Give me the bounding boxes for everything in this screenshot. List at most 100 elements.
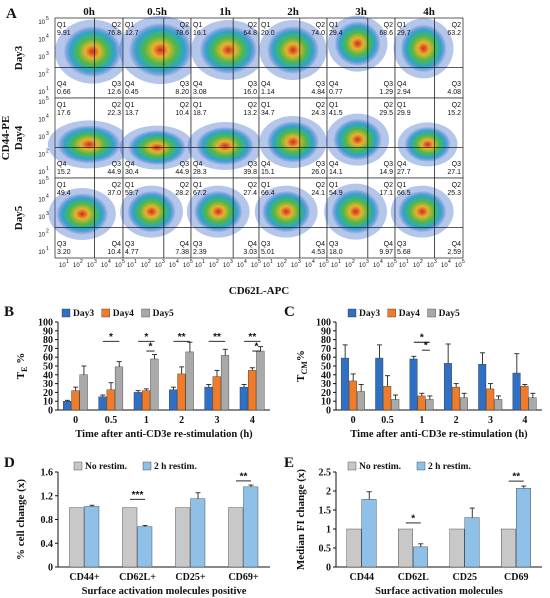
quadrant-value: 0.66 bbox=[57, 89, 71, 96]
x-tick-exponent: 1 bbox=[406, 259, 409, 265]
legend-swatch bbox=[61, 308, 71, 318]
y-tick-exponent: 3 bbox=[46, 51, 49, 57]
quadrant-name: Q1 bbox=[329, 102, 338, 109]
bar-day5-0 bbox=[79, 374, 88, 411]
quadrant-value: 15.2 bbox=[57, 169, 71, 176]
y-tick-label: 10 bbox=[38, 153, 45, 159]
bar-day4-3 bbox=[212, 376, 221, 411]
density-core bbox=[127, 190, 176, 233]
quadrant-name: Q1 bbox=[329, 182, 338, 189]
x-tick-label: 10 bbox=[115, 263, 122, 269]
density-core bbox=[333, 118, 382, 161]
quadrant-value: 16.1 bbox=[193, 30, 207, 37]
bar-day5-3 bbox=[494, 399, 503, 411]
y-tick-exponent: 1 bbox=[46, 86, 49, 92]
x-tick-label: 10 bbox=[183, 263, 190, 269]
quadrant-value: 17.6 bbox=[57, 110, 71, 117]
y-tick-label: 70 bbox=[321, 344, 331, 355]
bar-no-restim--cd69 bbox=[228, 507, 244, 568]
quadrant-name: Q1 bbox=[57, 102, 66, 109]
y-tick-label: 10 bbox=[38, 38, 45, 44]
y-tick-label: 10 bbox=[38, 198, 45, 204]
y-tick-label: 20 bbox=[43, 388, 53, 399]
x-tick-label: 2 bbox=[454, 415, 459, 426]
quadrant-name: Q4 bbox=[125, 81, 134, 88]
time-header: 4h bbox=[423, 6, 435, 18]
bar-day5-1 bbox=[150, 358, 159, 411]
quadrant-value: 59.7 bbox=[125, 190, 139, 197]
quadrant-name: Q4 bbox=[452, 241, 461, 248]
quadrant-name: Q3 bbox=[180, 161, 189, 168]
legend-swatch bbox=[387, 308, 396, 318]
quadrant-value: 54.9 bbox=[329, 190, 343, 197]
quadrant-name: Q4 bbox=[193, 161, 202, 168]
quadrant-name: Q1 bbox=[193, 102, 202, 109]
quadrant-value: 34.7 bbox=[261, 110, 275, 117]
quadrant-value: 44.9 bbox=[107, 169, 121, 176]
x-tick-label: 4 bbox=[522, 415, 527, 426]
x-tick-exponent: 3 bbox=[162, 259, 165, 265]
x-tick-label: 10 bbox=[141, 263, 148, 269]
x-tick-exponent: 1 bbox=[202, 259, 205, 265]
x-tick-label: CD44+ bbox=[69, 572, 99, 583]
y-tick-label: 30 bbox=[321, 379, 331, 390]
quadrant-value: 15.1 bbox=[261, 169, 275, 176]
x-axis-label: Time after anti-CD3e re-stimulation (h) bbox=[75, 429, 253, 440]
quadrant-value: 74.0 bbox=[311, 30, 325, 37]
quadrant-name: Q4 bbox=[384, 241, 393, 248]
y-tick-label: 70 bbox=[43, 344, 53, 355]
x-tick-label: 10 bbox=[413, 263, 420, 269]
y-tick-exponent: 1 bbox=[46, 166, 49, 172]
x-tick-exponent: 2 bbox=[284, 259, 287, 265]
quadrant-name: Q1 bbox=[329, 22, 338, 29]
x-tick-exponent: 3 bbox=[298, 259, 301, 265]
x-tick-label: 10 bbox=[331, 263, 338, 269]
y-tick-label: 10 bbox=[38, 55, 45, 61]
y-axis-label: CD44-PE bbox=[0, 116, 12, 161]
quadrant-value: 27.7 bbox=[397, 169, 411, 176]
x-tick-exponent: 5 bbox=[326, 259, 329, 265]
quadrant-value: 3.08 bbox=[193, 89, 207, 96]
quadrant-name: Q3 bbox=[112, 161, 121, 168]
x-tick-exponent: 5 bbox=[190, 259, 193, 265]
significance-label: * bbox=[411, 513, 415, 524]
quadrant-value: 18.7 bbox=[193, 110, 207, 117]
x-axis-label: CD62L-APC bbox=[229, 285, 290, 297]
x-tick-label: 10 bbox=[427, 263, 434, 269]
panel-label-e: E bbox=[284, 455, 294, 471]
quadrant-value: 66.5 bbox=[397, 190, 411, 197]
bar-day5-2 bbox=[459, 397, 468, 411]
quadrant-name: Q3 bbox=[452, 161, 461, 168]
bar-day3-2 bbox=[169, 389, 178, 411]
x-tick-exponent: 4 bbox=[380, 259, 383, 265]
significance-label: * bbox=[109, 332, 113, 343]
significance-label: ** bbox=[240, 471, 248, 482]
panel-label-b: B bbox=[4, 304, 14, 320]
quadrant-value: 10.4 bbox=[107, 249, 121, 256]
y-tick-exponent: 4 bbox=[46, 114, 49, 120]
bar-2-h-restim--cd25 bbox=[190, 498, 206, 568]
bar-day3-1 bbox=[409, 358, 418, 411]
quadrant-name: Q2 bbox=[180, 182, 189, 189]
y-tick-label: 2.5 bbox=[319, 468, 332, 479]
quadrant-value: 13.2 bbox=[243, 110, 257, 117]
bar-day5-4 bbox=[256, 350, 265, 411]
y-tick-label: 10 bbox=[38, 215, 45, 221]
y-tick-label: 10 bbox=[38, 90, 45, 96]
quadrant-name: Q1 bbox=[261, 22, 270, 29]
quadrant-name: Q4 bbox=[397, 81, 406, 88]
y-tick-label: 10 bbox=[321, 397, 331, 408]
x-tick-label: CD69 bbox=[504, 572, 528, 583]
x-tick-label: 10 bbox=[237, 263, 244, 269]
x-tick-exponent: 3 bbox=[94, 259, 97, 265]
